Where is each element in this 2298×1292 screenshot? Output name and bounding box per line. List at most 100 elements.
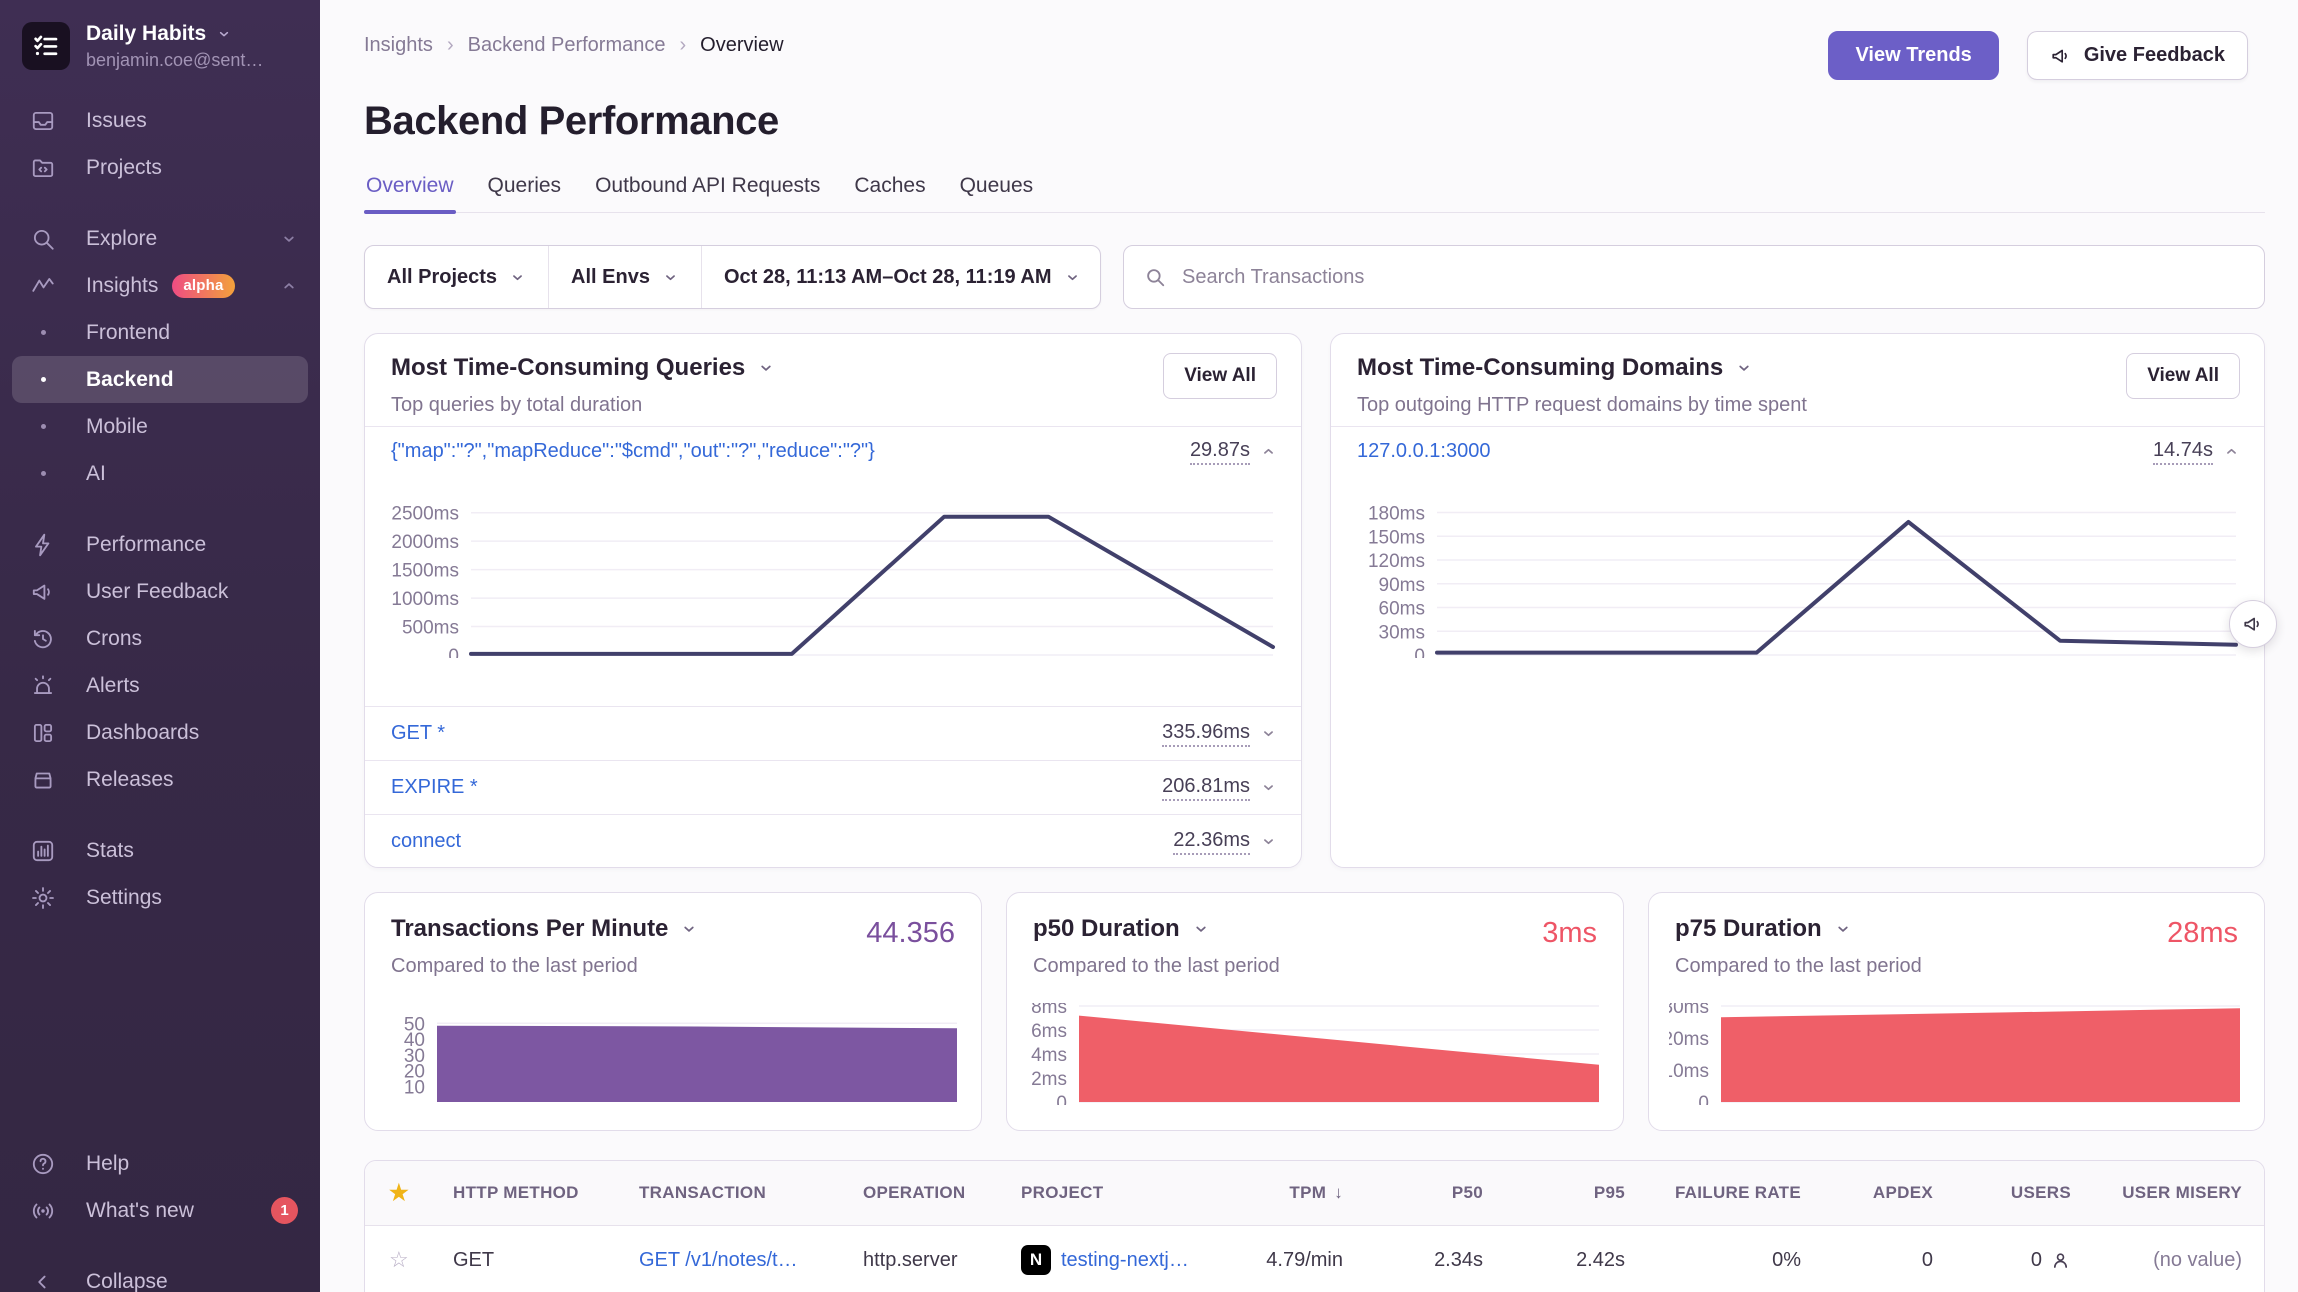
queries-view-all-button[interactable]: View All	[1163, 353, 1277, 399]
domain-total-duration[interactable]: 14.74s	[2152, 439, 2213, 465]
breadcrumb-insights[interactable]: Insights	[364, 34, 433, 56]
query-link[interactable]: {"map":"?","mapReduce":"$cmd","out":"?",…	[391, 440, 875, 462]
give-feedback-button[interactable]: Give Feedback	[2026, 31, 2248, 80]
search-input[interactable]	[1180, 264, 2244, 290]
sidebar-item-label: Help	[86, 1151, 130, 1175]
column-header-failure-rate[interactable]: FAILURE RATE	[1674, 1183, 1801, 1202]
project-filter[interactable]: All Projects	[365, 246, 548, 308]
breadcrumb-backend-performance[interactable]: Backend Performance	[467, 34, 666, 56]
domains-view-all-button[interactable]: View All	[2126, 353, 2240, 399]
projects-icon	[30, 155, 56, 181]
svg-text:2ms: 2ms	[1031, 1069, 1067, 1090]
column-header-p95[interactable]: P95	[1593, 1183, 1625, 1202]
sidebar-item-performance[interactable]: Performance	[12, 521, 308, 568]
column-header-user-misery[interactable]: USER MISERY	[2122, 1183, 2242, 1202]
sidebar-item-help[interactable]: Help	[12, 1140, 308, 1187]
chevron-down-icon[interactable]	[1260, 833, 1277, 850]
query-total-duration[interactable]: 22.36ms	[1173, 829, 1250, 855]
domain-link[interactable]: 127.0.0.1:3000	[1357, 440, 1491, 462]
sidebar-item-label: Collapse	[86, 1269, 168, 1292]
metric-title[interactable]: Transactions Per Minute	[391, 915, 698, 943]
star-outline-icon[interactable]: ☆	[389, 1247, 409, 1272]
favorites-column-header[interactable]: ★	[365, 1180, 429, 1206]
project-link[interactable]: testing-nextj…	[1061, 1248, 1189, 1271]
crons-icon	[30, 626, 56, 652]
query-total-duration[interactable]: 29.87s	[1189, 439, 1250, 465]
sidebar-item-label: Insights	[86, 273, 159, 297]
chevron-up-icon[interactable]	[2223, 443, 2240, 460]
sidebar-item-dashboards[interactable]: Dashboards	[12, 709, 308, 756]
transaction-search	[1123, 245, 2265, 309]
queries-panel-title[interactable]: Most Time-Consuming Queries	[391, 354, 775, 382]
environment-filter-label: All Envs	[571, 265, 650, 288]
feedback-icon	[30, 579, 56, 605]
domains-duration-chart: 180ms 150ms 120ms 90ms 60ms 30ms 0	[1357, 504, 2240, 658]
breadcrumb-overview[interactable]: Overview	[700, 34, 784, 56]
column-header-tpm[interactable]: TPM ↓	[1289, 1183, 1343, 1202]
sidebar-item-what-s-new[interactable]: What's new 1	[12, 1187, 308, 1234]
column-header-operation[interactable]: OPERATION	[863, 1183, 966, 1202]
view-trends-button[interactable]: View Trends	[1828, 31, 1999, 80]
sidebar-item-settings[interactable]: Settings	[12, 874, 308, 921]
chevron-down-icon	[513, 274, 522, 280]
sidebar-item-mobile[interactable]: Mobile	[12, 403, 308, 450]
sidebar-item-projects[interactable]: Projects	[12, 144, 308, 191]
sidebar-item-crons[interactable]: Crons	[12, 615, 308, 662]
svg-text:0: 0	[1056, 1093, 1067, 1105]
divider	[1331, 426, 2264, 427]
query-total-duration[interactable]: 206.81ms	[1162, 775, 1250, 801]
sidebar-item-explore[interactable]: Explore	[12, 215, 308, 262]
sidebar-item-insights[interactable]: Insights alpha	[12, 262, 308, 309]
org-switcher[interactable]: Daily Habits benjamin.coe@sent…	[0, 0, 320, 85]
domains-panel-title[interactable]: Most Time-Consuming Domains	[1357, 354, 1753, 382]
column-header-apdex[interactable]: APDEX	[1872, 1183, 1933, 1202]
tab-queues[interactable]: Queues	[959, 174, 1034, 197]
column-header-transaction[interactable]: TRANSACTION	[639, 1183, 767, 1202]
feedback-widget-button[interactable]	[2229, 600, 2277, 648]
breadcrumb: Insights › Backend Performance › Overview	[364, 34, 784, 57]
svg-text:0: 0	[1414, 646, 1425, 658]
tab-queries[interactable]: Queries	[487, 174, 562, 197]
sidebar-item-releases[interactable]: Releases	[12, 756, 308, 803]
tab-bar: Overview Queries Outbound API Requests Cach…	[364, 160, 2265, 214]
column-header-users[interactable]: USERS	[2010, 1183, 2071, 1202]
tab-overview[interactable]: Overview	[364, 160, 456, 214]
sidebar-item-collapse[interactable]: Collapse	[12, 1258, 308, 1292]
sidebar-item-stats[interactable]: Stats	[12, 827, 308, 874]
metric-title[interactable]: p75 Duration	[1675, 915, 1852, 943]
transaction-link[interactable]: GET /v1/notes/t…	[639, 1248, 798, 1271]
metric-card-p50-duration: p50 Duration 3ms Compared to the last pe…	[1006, 892, 1624, 1131]
person-icon	[2050, 1250, 2071, 1271]
sidebar-item-label: AI	[86, 461, 106, 485]
column-header-project[interactable]: PROJECT	[1021, 1183, 1104, 1202]
environment-filter[interactable]: All Envs	[548, 246, 701, 308]
sidebar-item-user-feedback[interactable]: User Feedback	[12, 568, 308, 615]
sidebar-item-backend[interactable]: Backend	[12, 356, 308, 403]
chevron-down-icon[interactable]	[1260, 779, 1277, 796]
chevron-down-icon[interactable]	[1260, 725, 1277, 742]
give-feedback-label: Give Feedback	[2083, 44, 2225, 66]
svg-text:500ms: 500ms	[402, 618, 459, 639]
svg-text:2000ms: 2000ms	[391, 532, 459, 553]
domains-panel-title-label: Most Time-Consuming Domains	[1357, 354, 1724, 381]
sidebar-item-ai[interactable]: AI	[12, 450, 308, 497]
chevron-up-icon[interactable]	[1260, 443, 1277, 460]
tab-outbound-api-requests[interactable]: Outbound API Requests	[595, 174, 821, 197]
query-link[interactable]: EXPIRE *	[391, 776, 478, 798]
sidebar-item-alerts[interactable]: Alerts	[12, 662, 308, 709]
column-header-http-method[interactable]: HTTP METHOD	[453, 1183, 579, 1202]
sidebar-item-label: Settings	[86, 885, 162, 909]
tab-caches[interactable]: Caches	[854, 174, 926, 197]
sidebar-item-issues[interactable]: Issues	[12, 97, 308, 144]
sidebar-item-frontend[interactable]: Frontend	[12, 309, 308, 356]
chevron-down-icon	[220, 31, 229, 37]
settings-icon	[30, 885, 56, 911]
query-total-duration[interactable]: 335.96ms	[1162, 721, 1250, 747]
svg-text:0: 0	[1698, 1093, 1709, 1105]
column-header-p50[interactable]: P50	[1451, 1183, 1483, 1202]
query-link[interactable]: connect	[391, 830, 462, 852]
date-range-filter[interactable]: Oct 28, 11:13 AM–Oct 28, 11:19 AM	[700, 246, 1103, 308]
metric-subtitle: Compared to the last period	[1033, 955, 1280, 977]
query-link[interactable]: GET *	[391, 722, 446, 744]
metric-title[interactable]: p50 Duration	[1033, 915, 1210, 943]
